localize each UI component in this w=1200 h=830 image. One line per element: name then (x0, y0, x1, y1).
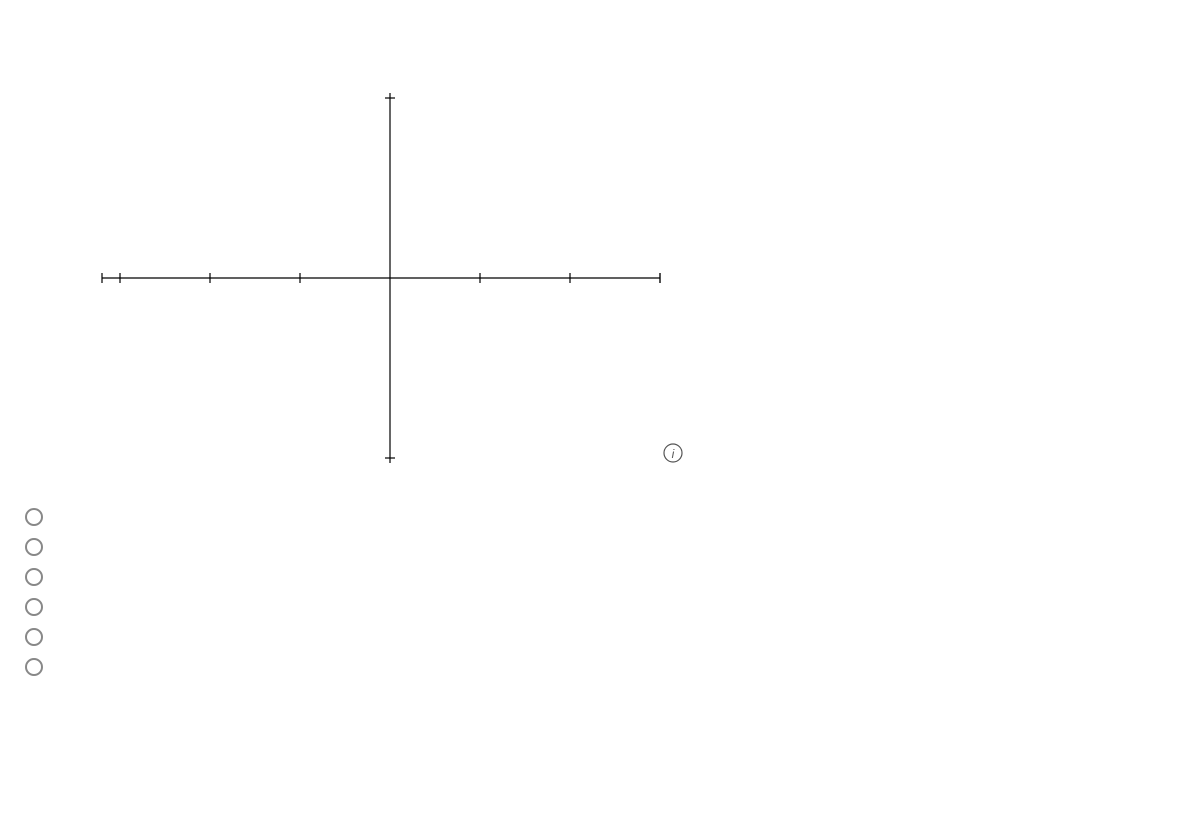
radio-icon[interactable] (25, 658, 43, 676)
info-icon[interactable]: i (664, 444, 682, 462)
radio-icon[interactable] (25, 538, 43, 556)
svg-text:i: i (672, 447, 675, 461)
option-6[interactable] (25, 658, 1180, 676)
radio-icon[interactable] (25, 568, 43, 586)
problem-statement (20, 10, 1180, 58)
option-4[interactable] (25, 598, 1180, 616)
answer-options (25, 508, 1180, 676)
radio-icon[interactable] (25, 598, 43, 616)
radio-icon[interactable] (25, 508, 43, 526)
radio-icon[interactable] (25, 628, 43, 646)
derivative-chart: i (80, 68, 1180, 488)
option-5[interactable] (25, 628, 1180, 646)
option-3[interactable] (25, 568, 1180, 586)
option-2[interactable] (25, 538, 1180, 556)
option-1[interactable] (25, 508, 1180, 526)
